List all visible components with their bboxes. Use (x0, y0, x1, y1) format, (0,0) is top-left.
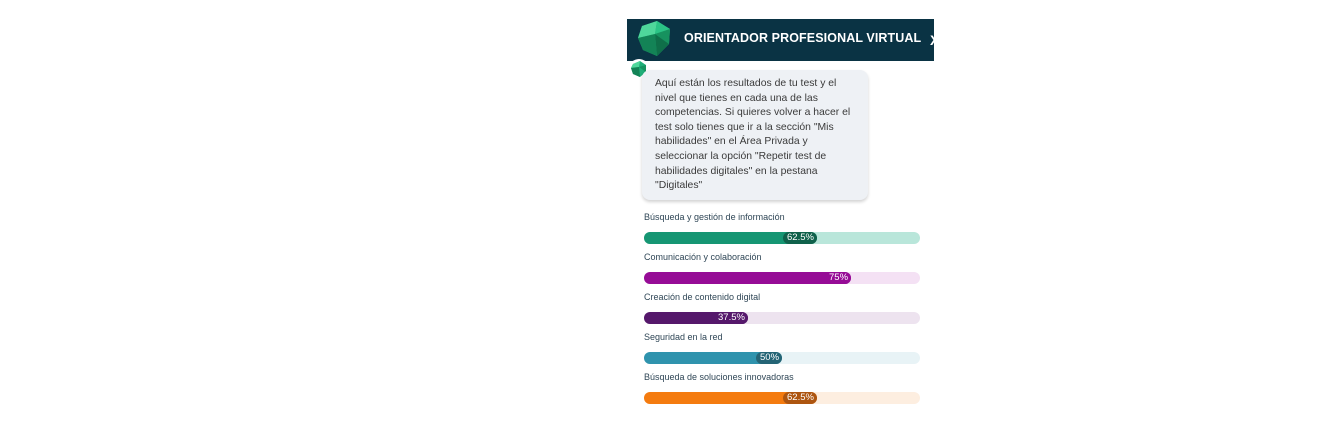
skill-row: Seguridad en la red 50% (644, 332, 921, 372)
skill-row: Búsqueda y gestión de información 62.5% (644, 212, 921, 252)
skill-percent-badge: 62.5% (783, 232, 817, 244)
skill-row: Comunicación y colaboración 75% (644, 252, 921, 292)
skill-progress-fill (644, 232, 817, 244)
skills-results: Búsqueda y gestión de información 62.5% Co… (644, 212, 921, 412)
green-gem-logo-icon (638, 21, 670, 56)
close-button[interactable]: X (930, 27, 934, 53)
skill-percent-badge: 50% (756, 352, 783, 364)
skill-progress-fill (644, 352, 782, 364)
skill-progress-track: 37.5% (644, 312, 920, 324)
chat-header: ORIENTADOR PROFESIONAL VIRTUAL X (627, 19, 934, 61)
chat-widget: ORIENTADOR PROFESIONAL VIRTUAL X Aquí es… (627, 19, 934, 414)
skill-progress-track: 75% (644, 272, 920, 284)
skill-progress-track: 50% (644, 352, 920, 364)
skill-row: Creación de contenido digital 37.5% (644, 292, 921, 332)
skill-label: Seguridad en la red (644, 332, 723, 342)
skill-label: Creación de contenido digital (644, 292, 761, 302)
skill-label: Comunicación y colaboración (644, 252, 762, 262)
skill-row: Búsqueda de soluciones innovadoras 62.5% (644, 372, 921, 412)
skill-label: Búsqueda de soluciones innovadoras (644, 372, 794, 382)
skill-progress-track: 62.5% (644, 232, 920, 244)
skill-percent-badge: 62.5% (783, 392, 817, 404)
bot-message-bubble: Aquí están los resultados de tu test y e… (642, 70, 868, 200)
header-title: ORIENTADOR PROFESIONAL VIRTUAL (684, 31, 922, 45)
skill-percent-badge: 37.5% (714, 312, 748, 324)
skill-label: Búsqueda y gestión de información (644, 212, 785, 222)
skill-progress-fill (644, 392, 817, 404)
skill-progress-fill (644, 272, 851, 284)
skill-progress-track: 62.5% (644, 392, 920, 404)
skill-percent-badge: 75% (825, 272, 852, 284)
